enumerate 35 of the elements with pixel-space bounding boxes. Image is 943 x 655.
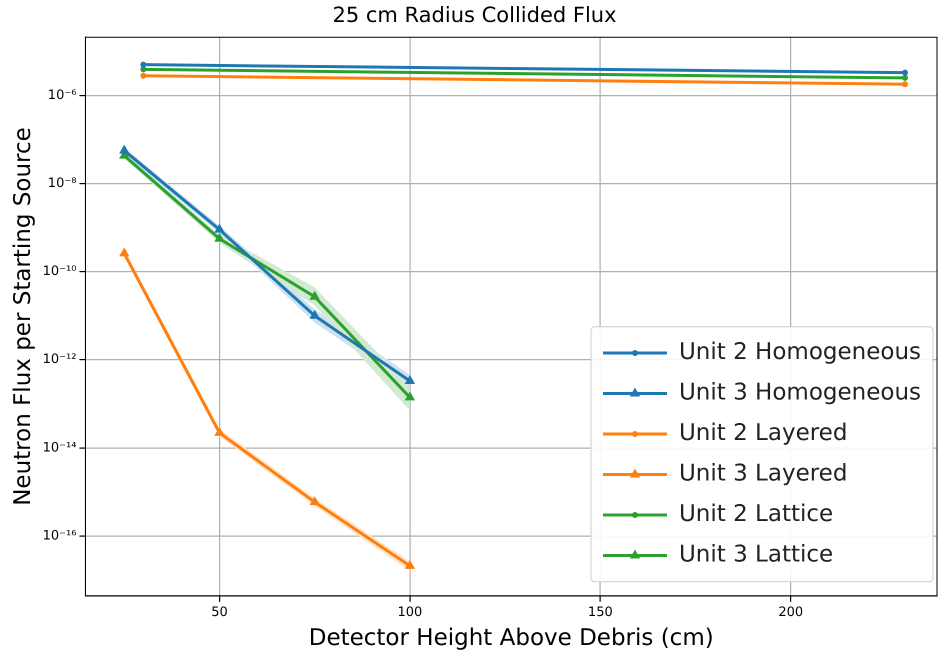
point: [310, 290, 320, 300]
y-tick-label: 10⁻¹⁴: [42, 440, 76, 456]
point: [902, 74, 908, 81]
point: [404, 560, 416, 569]
y-tick-label: 10⁻⁸: [48, 176, 76, 191]
legend-label: Unit 3 Layered: [678, 460, 848, 487]
point: [140, 72, 146, 79]
point: [404, 391, 416, 400]
point: [119, 247, 130, 256]
y-tick-label: 10⁻¹⁶: [42, 528, 76, 544]
point: [310, 496, 320, 506]
x-tick-label: 100: [397, 604, 422, 620]
legend-label: Unit 2 Layered: [678, 420, 848, 446]
point: [310, 310, 320, 319]
x-axis-title: Detector Height Above Debris (cm): [308, 625, 714, 652]
y-tick-label: 10⁻¹⁰: [42, 264, 76, 280]
x-tick-label: 50: [211, 604, 228, 620]
point: [214, 426, 225, 436]
point: [902, 81, 908, 88]
point: [119, 144, 130, 154]
x-tick-label: 150: [588, 604, 613, 620]
point: [214, 224, 225, 233]
legend-label: Unit 3 Lattice: [678, 542, 834, 568]
point: [404, 375, 416, 384]
legend-label: Unit 2 Homogeneous: [678, 339, 922, 366]
point: [140, 62, 146, 68]
y-tick-label: 10⁻⁶: [48, 88, 76, 103]
legend-label: Unit 2 Lattice: [678, 501, 834, 528]
y-tick-label: 10⁻¹²: [42, 352, 76, 368]
y-axis-title: Neutron Flux per Starting Source: [10, 127, 36, 506]
legend-label: Unit 3 Homogeneous: [678, 380, 922, 406]
point: [214, 232, 225, 242]
point: [902, 70, 908, 76]
chart-title: 25 cm Radius Collided Flux: [332, 3, 617, 28]
x-tick-label: 200: [778, 604, 804, 620]
